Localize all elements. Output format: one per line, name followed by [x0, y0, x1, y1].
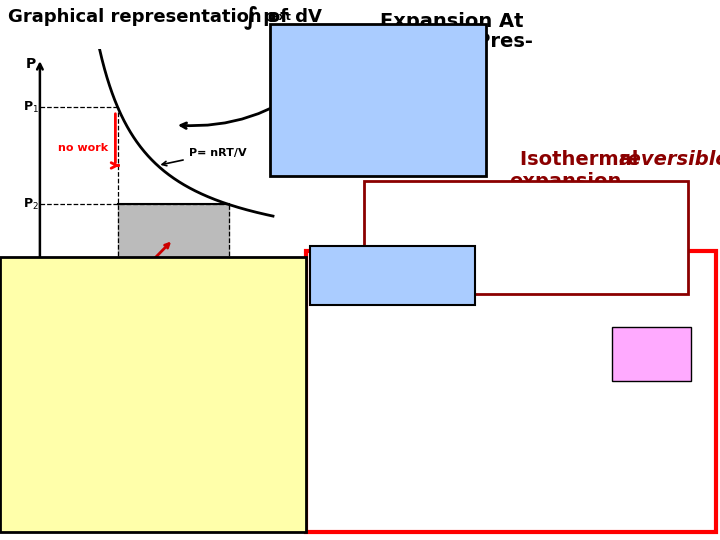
Text: area in the plot above: area in the plot above: [12, 286, 235, 304]
Text: reversible: reversible: [618, 150, 720, 169]
Text: = nRT/: = nRT/: [90, 378, 174, 398]
Polygon shape: [405, 353, 490, 492]
Text: isothermal expansion with: isothermal expansion with: [12, 352, 280, 370]
Text: ext: ext: [272, 12, 292, 22]
Text: to the shaded area in the: to the shaded area in the: [12, 308, 269, 326]
Text: = nRT/V: = nRT/V: [347, 243, 427, 261]
Text: gas: gas: [70, 382, 95, 395]
Text: P: P: [26, 57, 36, 71]
Text: no work: no work: [58, 143, 108, 153]
Text: p: p: [12, 378, 27, 398]
Text: plot for a reversible: plot for a reversible: [12, 330, 214, 348]
Text: P$_1$: P$_1$: [332, 345, 348, 360]
Text: P$_2$: P$_2$: [23, 197, 39, 212]
Text: V: V: [172, 378, 188, 398]
Text: V: V: [274, 272, 285, 286]
Text: ≠ constant: ≠ constant: [319, 262, 428, 280]
Text: P$_2$: P$_2$: [332, 429, 348, 444]
Text: Graphical representation of: Graphical representation of: [8, 8, 288, 26]
Text: PV=: PV=: [619, 290, 652, 304]
Text: =P: =P: [452, 52, 482, 71]
Text: ext: ext: [330, 247, 350, 257]
Text: Expansion At: Expansion At: [380, 12, 523, 31]
Text: shaded area = -w: shaded area = -w: [89, 244, 192, 279]
Text: P= nRT/V: P= nRT/V: [162, 148, 246, 166]
Text: V$_f$= V$_2$: V$_f$= V$_2$: [209, 273, 248, 287]
Text: const: const: [619, 306, 662, 320]
Text: V$_i$= V$_1$: V$_i$= V$_1$: [386, 496, 426, 509]
Text: ext: ext: [435, 56, 457, 69]
Text: PV=const is: PV=const is: [613, 235, 688, 245]
Text: p: p: [319, 243, 332, 261]
Text: Isothermal: Isothermal: [520, 150, 645, 169]
Text: = p: = p: [42, 378, 82, 398]
Text: dV: dV: [289, 8, 322, 26]
Polygon shape: [117, 205, 228, 269]
Text: Compare the shaded: Compare the shaded: [12, 264, 222, 282]
Text: ext: ext: [24, 382, 47, 395]
Text: V: V: [523, 494, 534, 508]
Text: p: p: [257, 8, 276, 26]
Text: a hyperbola: a hyperbola: [613, 248, 687, 258]
Text: V$_i$= V$_1$: V$_i$= V$_1$: [98, 273, 138, 287]
Text: P$_1$: P$_1$: [23, 99, 39, 114]
Text: constantPres-: constantPres-: [380, 32, 533, 51]
Text: expansion: expansion: [509, 172, 621, 191]
Text: P = nRT/V: P = nRT/V: [444, 387, 526, 407]
Text: 2: 2: [473, 56, 482, 69]
Text: ∫: ∫: [244, 5, 258, 29]
Text: P: P: [335, 309, 345, 323]
Text: shaded area = -w: shaded area = -w: [396, 475, 499, 501]
Text: V$_f$= V$_2$: V$_f$= V$_2$: [469, 496, 510, 509]
Text: sure p: sure p: [380, 52, 449, 71]
